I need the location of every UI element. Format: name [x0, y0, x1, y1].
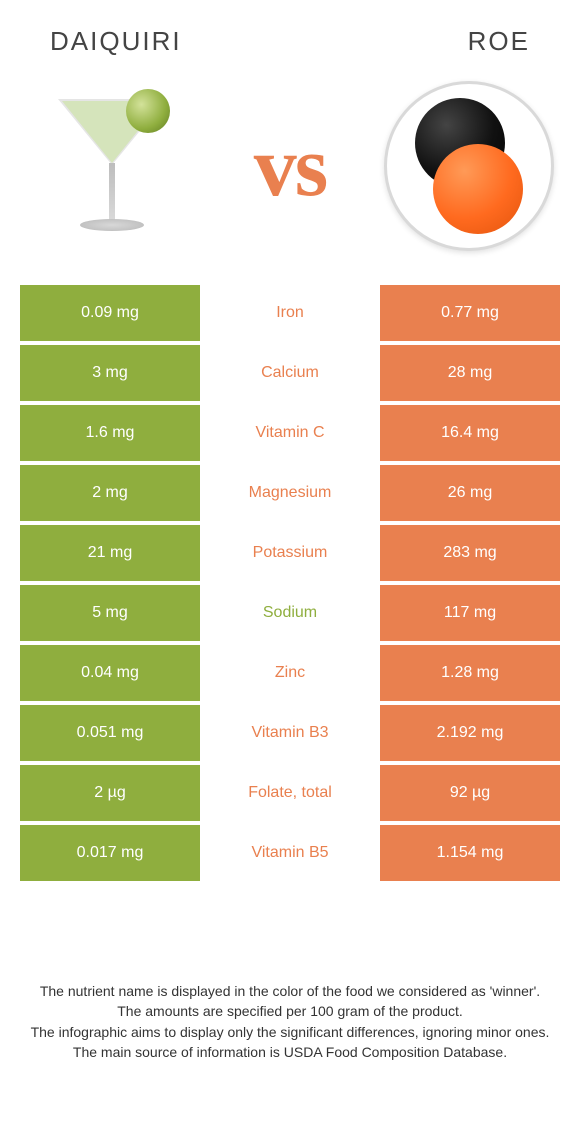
value-left: 2 mg [20, 465, 200, 521]
title-right: Roe [468, 26, 530, 57]
title-row: Daiquiri Roe [20, 26, 560, 57]
value-left: 0.09 mg [20, 285, 200, 341]
nutrient-name: Zinc [200, 645, 380, 701]
value-right: 1.28 mg [380, 645, 560, 701]
value-right: 117 mg [380, 585, 560, 641]
value-right: 92 µg [380, 765, 560, 821]
footer-notes: The nutrient name is displayed in the co… [20, 981, 560, 1062]
footer-line: The amounts are specified per 100 gram o… [20, 1001, 560, 1021]
value-right: 0.77 mg [380, 285, 560, 341]
lime-icon [126, 89, 170, 133]
nutrient-name: Magnesium [200, 465, 380, 521]
nutrient-name: Sodium [200, 585, 380, 641]
vs-label: vs [254, 116, 326, 216]
table-row: 0.09 mgIron0.77 mg [20, 285, 560, 341]
cocktail-glass-icon [46, 81, 176, 251]
roe-plate-icon [384, 81, 554, 251]
value-right: 2.192 mg [380, 705, 560, 761]
value-right: 1.154 mg [380, 825, 560, 881]
roe-image [378, 75, 560, 257]
footer-line: The infographic aims to display only the… [20, 1022, 560, 1042]
table-row: 1.6 mgVitamin C16.4 mg [20, 405, 560, 461]
value-right: 283 mg [380, 525, 560, 581]
footer-line: The nutrient name is displayed in the co… [20, 981, 560, 1001]
table-row: 5 mgSodium117 mg [20, 585, 560, 641]
value-left: 1.6 mg [20, 405, 200, 461]
nutrient-name: Potassium [200, 525, 380, 581]
nutrient-name: Iron [200, 285, 380, 341]
daiquiri-image [20, 75, 202, 257]
table-row: 3 mgCalcium28 mg [20, 345, 560, 401]
nutrient-name: Vitamin C [200, 405, 380, 461]
value-left: 2 µg [20, 765, 200, 821]
table-row: 0.017 mgVitamin B51.154 mg [20, 825, 560, 881]
title-left: Daiquiri [50, 26, 182, 57]
value-left: 0.04 mg [20, 645, 200, 701]
value-left: 21 mg [20, 525, 200, 581]
value-right: 26 mg [380, 465, 560, 521]
value-left: 3 mg [20, 345, 200, 401]
nutrient-name: Vitamin B5 [200, 825, 380, 881]
table-row: 2 µgFolate, total92 µg [20, 765, 560, 821]
footer-line: The main source of information is USDA F… [20, 1042, 560, 1062]
table-row: 0.04 mgZinc1.28 mg [20, 645, 560, 701]
hero-row: vs [20, 75, 560, 257]
orange-caviar-icon [433, 144, 523, 234]
nutrient-name: Vitamin B3 [200, 705, 380, 761]
table-row: 21 mgPotassium283 mg [20, 525, 560, 581]
value-left: 5 mg [20, 585, 200, 641]
table-row: 0.051 mgVitamin B32.192 mg [20, 705, 560, 761]
value-left: 0.017 mg [20, 825, 200, 881]
value-left: 0.051 mg [20, 705, 200, 761]
nutrient-name: Folate, total [200, 765, 380, 821]
nutrient-table: 0.09 mgIron0.77 mg3 mgCalcium28 mg1.6 mg… [20, 285, 560, 881]
value-right: 16.4 mg [380, 405, 560, 461]
table-row: 2 mgMagnesium26 mg [20, 465, 560, 521]
value-right: 28 mg [380, 345, 560, 401]
nutrient-name: Calcium [200, 345, 380, 401]
